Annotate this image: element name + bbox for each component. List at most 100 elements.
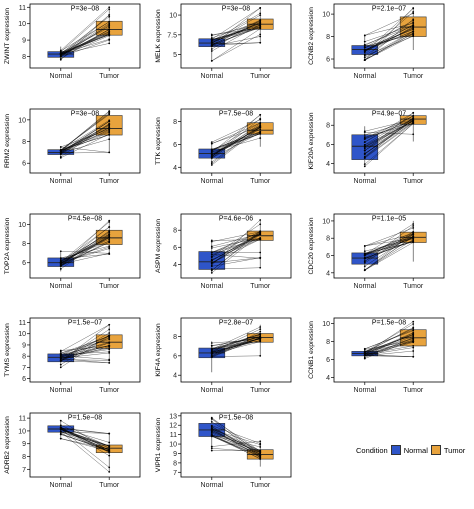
sample-point	[210, 50, 213, 52]
sample-point	[412, 328, 415, 331]
legend-swatch-normal	[390, 445, 401, 455]
sample-point	[363, 261, 366, 264]
pair-line	[211, 257, 261, 264]
sample-point	[59, 156, 62, 159]
panel-kif4a: 4 6 8 Normal Tumor KIF4A expression P=2.8e−07	[155, 317, 292, 394]
panel-zwint: 8 9 10 11 Normal Tumor ZWINT expression P=3e−08	[4, 3, 141, 80]
sample-point	[108, 344, 111, 347]
plot-frame	[180, 3, 292, 69]
sample-point	[259, 230, 262, 233]
x-tick-label: Tumor	[99, 178, 120, 185]
y-tick-label: 13	[169, 413, 177, 420]
x-tick-label: Tumor	[99, 283, 120, 290]
pair-line	[211, 435, 261, 458]
plot-frame	[29, 3, 141, 69]
y-tick-label: 6	[173, 142, 177, 149]
pair-line	[60, 352, 110, 359]
y-tick-label: 8	[173, 228, 177, 235]
p-value-label: P=1.1e−05	[372, 216, 406, 223]
plot-frame	[29, 412, 141, 478]
sample-point	[59, 257, 62, 260]
p-value-label: P=3e−08	[222, 6, 251, 13]
sample-point	[412, 7, 415, 9]
pair-line	[364, 11, 414, 55]
pair-line	[364, 233, 414, 247]
sample-point	[259, 23, 262, 26]
pair-line	[364, 350, 414, 356]
sample-point	[108, 337, 111, 340]
pair-line	[60, 21, 110, 52]
sample-point	[210, 344, 213, 347]
pair-line	[60, 134, 110, 151]
sample-point	[59, 250, 62, 253]
pair-line	[364, 119, 414, 136]
pair-line	[211, 234, 261, 253]
pair-line	[60, 251, 110, 254]
pair-line	[364, 119, 414, 132]
sample-point	[210, 161, 213, 163]
y-tick-label: 6	[326, 357, 330, 364]
sample-point	[108, 20, 111, 23]
x-tick-label: Normal	[354, 283, 377, 290]
sample-point	[108, 450, 111, 453]
sample-point	[210, 245, 213, 248]
sample-point	[363, 245, 366, 247]
legend-label-tumor: Tumor	[443, 445, 466, 455]
y-tick-label: 8	[326, 236, 330, 243]
sample-point	[210, 271, 213, 274]
y-tick-label: 10	[322, 218, 330, 225]
pair-line	[364, 227, 414, 247]
sample-point	[259, 21, 262, 24]
sample-point	[210, 37, 213, 39]
pair-line	[211, 20, 261, 50]
pair-line	[211, 7, 261, 46]
sample-point	[363, 348, 366, 350]
pair-line	[364, 117, 414, 158]
sample-point	[108, 332, 111, 334]
y-tick-label: 10	[18, 21, 26, 28]
sample-point	[363, 136, 366, 138]
sample-point	[363, 54, 366, 57]
y-tick-label: 4	[326, 161, 330, 168]
panel-adrb2: 7 8 9 10 11 Normal Tumor ADRB2 expression P=1.5e…	[4, 412, 141, 489]
pair-line	[60, 124, 110, 152]
sample-point	[108, 466, 111, 469]
pair-line	[60, 126, 110, 154]
sample-point	[210, 352, 213, 355]
pair-line	[60, 240, 110, 261]
sample-point	[259, 231, 262, 234]
sample-point	[363, 46, 366, 49]
sample-point	[108, 138, 111, 141]
pair-line	[211, 24, 261, 40]
pair-line	[364, 120, 414, 139]
pair-line	[211, 127, 261, 166]
sample-point	[210, 164, 213, 166]
sample-point	[59, 49, 62, 52]
sample-point	[59, 357, 62, 360]
pair-line	[364, 20, 414, 48]
sample-point	[259, 354, 262, 357]
pair-line	[211, 119, 261, 143]
x-tick-label: Normal	[354, 73, 377, 80]
pair-line	[364, 35, 414, 61]
sample-point	[210, 247, 213, 249]
pair-line	[211, 431, 261, 453]
sample-point	[210, 45, 213, 48]
sample-point	[363, 354, 366, 357]
y-tick-label: 8	[326, 34, 330, 41]
sample-point	[210, 59, 213, 62]
panel-rrm2: 6 8 10 Normal Tumor RRM2 expression P=3e−08	[4, 108, 141, 185]
y-tick-label: 9	[173, 451, 177, 458]
pair-line	[364, 223, 414, 255]
sample-point	[210, 41, 213, 44]
sample-point	[108, 28, 111, 30]
pair-line	[364, 13, 414, 36]
pair-line	[364, 240, 414, 259]
p-value-label: P=3e−08	[71, 6, 100, 13]
x-tick-label: Normal	[201, 482, 224, 489]
x-tick-label: Normal	[50, 73, 73, 80]
sample-point	[59, 431, 62, 433]
y-axis-label: MELK expression	[155, 9, 162, 62]
y-tick-label: 10	[18, 428, 26, 435]
sample-point	[259, 328, 262, 331]
